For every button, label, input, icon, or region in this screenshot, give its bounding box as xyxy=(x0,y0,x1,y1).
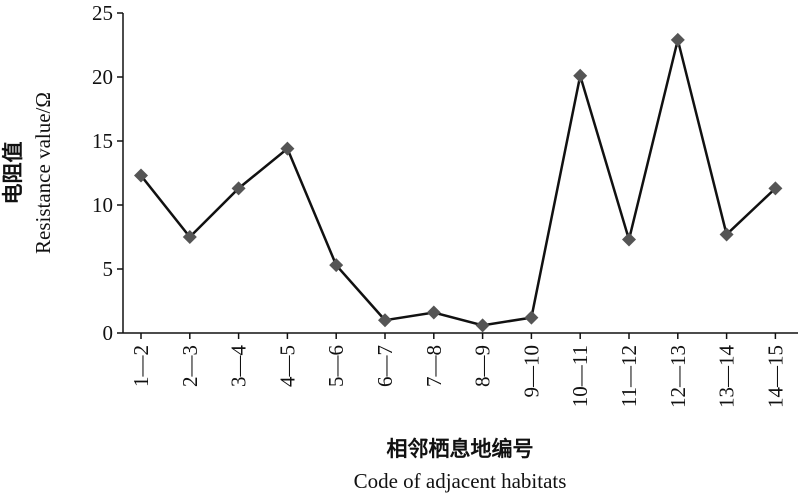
y-axis-label: Resistance value/Ω xyxy=(31,92,55,254)
x-tick-label: 2—3 xyxy=(178,345,202,387)
y-tick-label: 0 xyxy=(103,321,114,345)
x-tick-label: 8—9 xyxy=(471,345,495,387)
x-tick-label: 1—2 xyxy=(129,345,153,387)
x-tick-label: 3—4 xyxy=(227,345,251,388)
y-tick-label: 5 xyxy=(103,257,114,281)
y-tick-label: 10 xyxy=(92,193,113,217)
x-tick-label: 10—11 xyxy=(568,345,592,407)
y-tick-label: 25 xyxy=(92,1,113,25)
marker xyxy=(134,168,148,183)
x-tick-label: 12—13 xyxy=(666,345,690,408)
x-tick-label: 14—15 xyxy=(763,345,787,408)
x-tick-label: 13—14 xyxy=(715,345,739,409)
x-tick-label: 5—6 xyxy=(324,345,348,387)
x-tick-label: 9—10 xyxy=(519,345,543,398)
marker xyxy=(329,258,344,273)
marker xyxy=(524,310,539,325)
line xyxy=(140,39,777,327)
marker xyxy=(475,318,490,333)
marker xyxy=(280,141,295,156)
marker xyxy=(719,227,734,242)
x-tick-label: 7—8 xyxy=(422,345,446,387)
y-tick-label: 20 xyxy=(92,65,113,89)
y-tick-label: 15 xyxy=(92,129,113,153)
marker xyxy=(231,181,246,196)
marker xyxy=(670,32,685,47)
x-tick-label: 6—7 xyxy=(373,345,397,387)
marker xyxy=(573,68,588,83)
marker xyxy=(768,181,783,196)
x-tick-label: 4—5 xyxy=(275,345,299,387)
marker xyxy=(182,230,197,244)
marker xyxy=(378,313,392,328)
x-tick-label: 11—12 xyxy=(617,345,641,407)
x-axis-label: Code of adjacent habitats xyxy=(354,469,567,493)
marker xyxy=(426,305,441,320)
y-axis-label-cn: 电阻值 xyxy=(1,142,25,205)
marker xyxy=(622,232,636,247)
x-axis-label-cn: 相邻栖息地编号 xyxy=(387,437,534,461)
